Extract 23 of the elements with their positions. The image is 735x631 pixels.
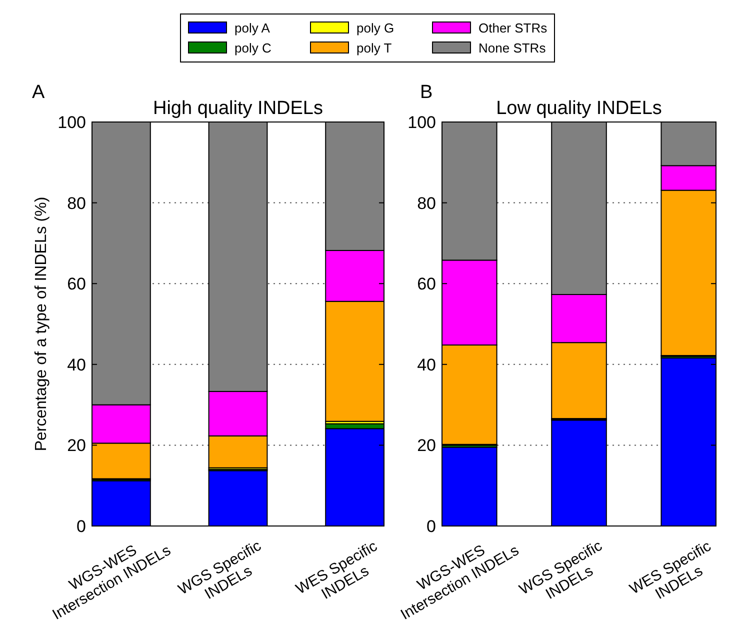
chart-title: High quality INDELs [152,98,324,119]
y-tick-label: 0 [76,516,86,536]
legend-label: poly G [356,20,394,36]
y-tick-label: 0 [426,516,436,536]
legend-label: poly C [234,40,272,56]
y-axis-title: Percentage of a type of INDELs (%) [33,196,50,452]
y-tick-label: 80 [67,194,86,213]
y-tick-label: 100 [58,112,86,132]
chart-title: Low quality INDELs [496,98,662,119]
y-tick-label: 60 [67,274,86,294]
y-tick-label: 20 [67,436,86,456]
legend-label: poly A [234,20,270,36]
y-tick-label: 40 [67,355,86,374]
y-tick-label: 20 [417,436,436,456]
legend-label: None STRs [478,40,546,56]
text: A [32,82,45,103]
legend-label: poly T [356,40,392,56]
y-tick-label: 40 [417,355,436,374]
text: B [420,82,433,103]
y-tick-label: 80 [417,194,436,213]
legend-label: Other STRs [478,20,548,36]
y-tick-label: 60 [417,274,436,294]
y-tick-label: 100 [408,112,436,132]
